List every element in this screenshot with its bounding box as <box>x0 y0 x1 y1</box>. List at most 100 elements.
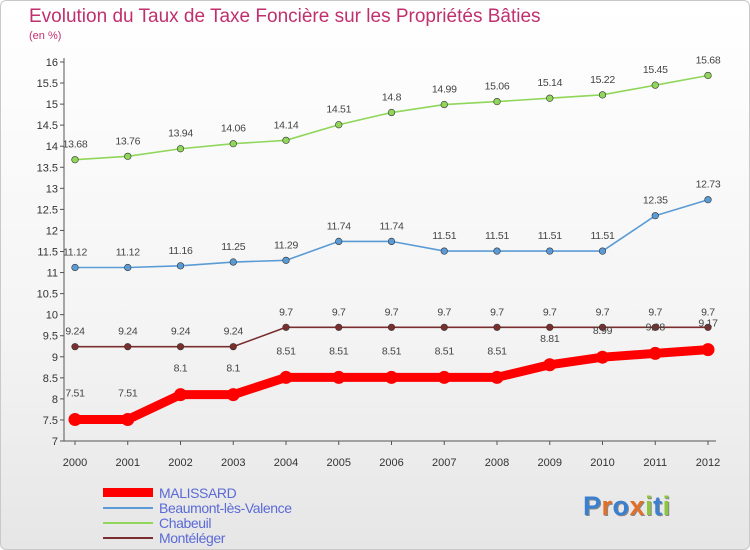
data-point <box>174 388 187 402</box>
data-point <box>598 91 607 99</box>
data-label: 9.7 <box>437 306 451 318</box>
data-label: 9.7 <box>490 306 504 318</box>
data-point <box>124 343 132 351</box>
data-label: 9.24 <box>65 326 85 338</box>
data-point <box>229 140 237 148</box>
proxiti-logo: Proxiti <box>583 491 671 522</box>
data-point <box>335 323 343 331</box>
legend-item: MALISSARD <box>103 484 292 501</box>
logo-letter: t <box>653 491 663 521</box>
y-tick-label: 10 <box>46 310 58 322</box>
data-point <box>229 343 237 351</box>
legend-label: Chabeuil <box>159 514 212 531</box>
data-label: 13.76 <box>115 135 140 147</box>
data-label: 8.99 <box>593 325 613 337</box>
data-label: 11.25 <box>221 241 245 253</box>
data-label: 9.17 <box>698 318 718 330</box>
legend-item: Chabeuil <box>103 514 292 531</box>
series-line-chabeuil <box>74 74 709 161</box>
data-label: 9.24 <box>171 326 191 338</box>
data-point <box>282 323 290 331</box>
y-tick-label: 9.5 <box>43 331 58 343</box>
data-point <box>176 145 185 153</box>
data-point <box>440 247 448 255</box>
data-label: 9.7 <box>701 306 715 318</box>
x-tick-label: 2008 <box>485 457 509 469</box>
data-label: 14.99 <box>432 84 457 96</box>
data-label: 14.14 <box>274 119 299 131</box>
legend-swatch <box>103 488 153 497</box>
chart-title: Evolution du Taux de Taxe Foncière sur l… <box>29 6 541 27</box>
data-point <box>440 323 448 331</box>
data-point <box>546 94 554 102</box>
data-label: 8.1 <box>226 363 240 375</box>
data-point <box>651 81 659 89</box>
y-tick-label: 11 <box>47 268 58 280</box>
data-label: 13.94 <box>168 128 193 140</box>
data-point <box>546 247 554 255</box>
data-point <box>385 370 398 384</box>
data-label: 14.8 <box>382 92 402 104</box>
legend-swatch <box>103 536 153 539</box>
x-tick-label: 2002 <box>168 457 192 469</box>
x-tick-label: 2000 <box>63 457 87 469</box>
data-label: 9.24 <box>224 326 244 338</box>
y-tick-label: 15.5 <box>37 78 58 90</box>
data-label: 8.51 <box>435 345 455 357</box>
y-tick-label: 10.5 <box>37 289 58 301</box>
data-label: 11.74 <box>327 220 351 232</box>
data-point <box>124 152 132 160</box>
data-label: 15.68 <box>696 54 721 66</box>
data-point <box>704 71 712 80</box>
x-tick-label: 2003 <box>221 457 245 469</box>
data-point <box>387 108 396 117</box>
data-label: 8.51 <box>276 345 296 357</box>
data-label: 9.24 <box>118 326 138 338</box>
data-point <box>651 212 659 220</box>
data-label: 9.7 <box>543 306 557 318</box>
y-tick-label: 14 <box>46 141 58 153</box>
data-label: 9.7 <box>648 306 662 318</box>
y-tick-label: 13 <box>46 183 58 195</box>
logo-letter: i <box>645 491 654 521</box>
data-label: 14.51 <box>326 104 351 116</box>
series-line-malissard <box>70 345 713 425</box>
data-point <box>493 247 501 255</box>
data-point <box>437 370 451 384</box>
data-point <box>704 323 712 331</box>
data-point <box>598 323 607 331</box>
data-label: 11.51 <box>538 230 562 242</box>
y-tick-label: 12.5 <box>37 204 58 216</box>
y-tick-label: 15 <box>46 99 58 111</box>
data-point <box>543 358 557 372</box>
legend-label: Montéléger <box>159 529 226 546</box>
data-point <box>651 323 659 331</box>
data-label: 9.7 <box>596 306 610 318</box>
data-label: 15.14 <box>537 77 562 89</box>
x-tick-label: 2010 <box>590 457 614 469</box>
data-label: 15.06 <box>485 81 510 93</box>
data-point <box>176 343 185 351</box>
x-tick-label: 2006 <box>379 457 403 469</box>
data-point <box>598 247 607 255</box>
legend-label: MALISSARD <box>159 484 237 501</box>
legend-swatch <box>103 506 153 509</box>
data-point <box>279 370 293 384</box>
data-point <box>387 323 396 331</box>
data-label: 8.51 <box>329 345 349 357</box>
legend-label: Beaumont-lès-Valence <box>159 499 292 516</box>
legend-swatch <box>103 521 153 524</box>
data-point <box>493 97 501 106</box>
data-label: 9.08 <box>646 321 666 333</box>
data-label: 9.7 <box>332 306 346 318</box>
data-point <box>71 263 79 272</box>
data-label: 8.51 <box>487 345 507 357</box>
data-point <box>332 370 346 384</box>
logo-letter: i <box>662 491 671 521</box>
data-label: 11.12 <box>116 247 140 259</box>
data-label: 15.22 <box>590 74 615 86</box>
data-label: 11.74 <box>380 220 404 232</box>
data-point <box>176 262 185 270</box>
y-tick-label: 14.5 <box>37 120 58 132</box>
data-label: 8.1 <box>174 363 188 375</box>
